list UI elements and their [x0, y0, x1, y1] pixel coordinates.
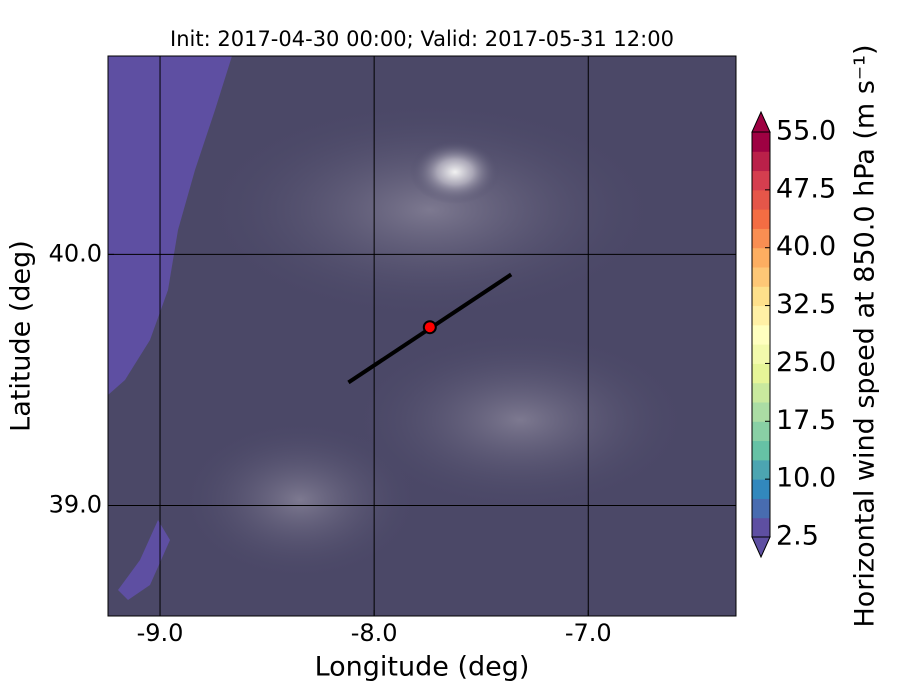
colorbar-band [752, 132, 770, 152]
colorbar-band [752, 517, 770, 538]
colorbar-extension [751, 536, 771, 559]
colorbar-band [752, 247, 770, 268]
colorbar-extension [751, 110, 771, 133]
colorbar-band [752, 459, 770, 480]
colorbar-band [752, 479, 770, 499]
colorbar-band [752, 440, 770, 461]
y-axis-label: Latitude (deg) [6, 240, 37, 432]
y-tick-label: 40.0 [49, 239, 102, 267]
colorbar-band [752, 209, 770, 229]
colorbar-tick-label: 25.0 [776, 347, 836, 378]
y-tick-label: 39.0 [49, 491, 102, 519]
field-shade [180, 420, 420, 580]
colorbar-tick-label: 10.0 [776, 463, 836, 494]
colorbar-label: Horizontal wind speed at 850.0 hPa (m s⁻… [850, 44, 881, 627]
colorbar-tick-label: 32.5 [776, 289, 836, 320]
chart-title: Init: 2017-04-30 00:00; Valid: 2017-05-3… [170, 27, 674, 51]
colorbar-band [752, 324, 770, 345]
colorbar-band [752, 267, 770, 287]
colorbar-frame [751, 131, 771, 538]
colorbar-band [752, 305, 770, 326]
colorbar-band [752, 189, 770, 210]
x-tick-label: -9.0 [137, 619, 184, 647]
colorbar-band [752, 170, 770, 191]
colorbar-band [752, 402, 770, 422]
colorbar-tick-label: 40.0 [776, 231, 836, 262]
colorbar-band [752, 498, 770, 519]
field-peak [410, 140, 500, 204]
point-marker [422, 320, 437, 335]
grid [108, 56, 736, 616]
x-tick-label: -7.0 [565, 619, 612, 647]
colorbar-tick-label: 47.5 [776, 173, 836, 204]
colorbar-band [752, 363, 770, 384]
colorbar-band [752, 421, 770, 442]
colorbar-band [752, 151, 770, 172]
x-tick-label: -8.0 [351, 619, 398, 647]
colorbar-tick-label: 2.5 [776, 521, 819, 552]
x-axis-label: Longitude (deg) [315, 652, 530, 683]
colorbar-band [752, 382, 770, 403]
colorbar-tick-label: 55.0 [776, 116, 836, 147]
sea [108, 56, 232, 395]
field [108, 56, 736, 616]
colorbar-band [752, 228, 770, 249]
sea [118, 520, 170, 600]
colorbar-band [752, 286, 770, 307]
colorbar-band [752, 344, 770, 364]
field-shade [350, 330, 690, 510]
plot-frame [107, 55, 737, 617]
field-shade [200, 100, 660, 320]
colorbar-tick-label: 17.5 [776, 405, 836, 436]
